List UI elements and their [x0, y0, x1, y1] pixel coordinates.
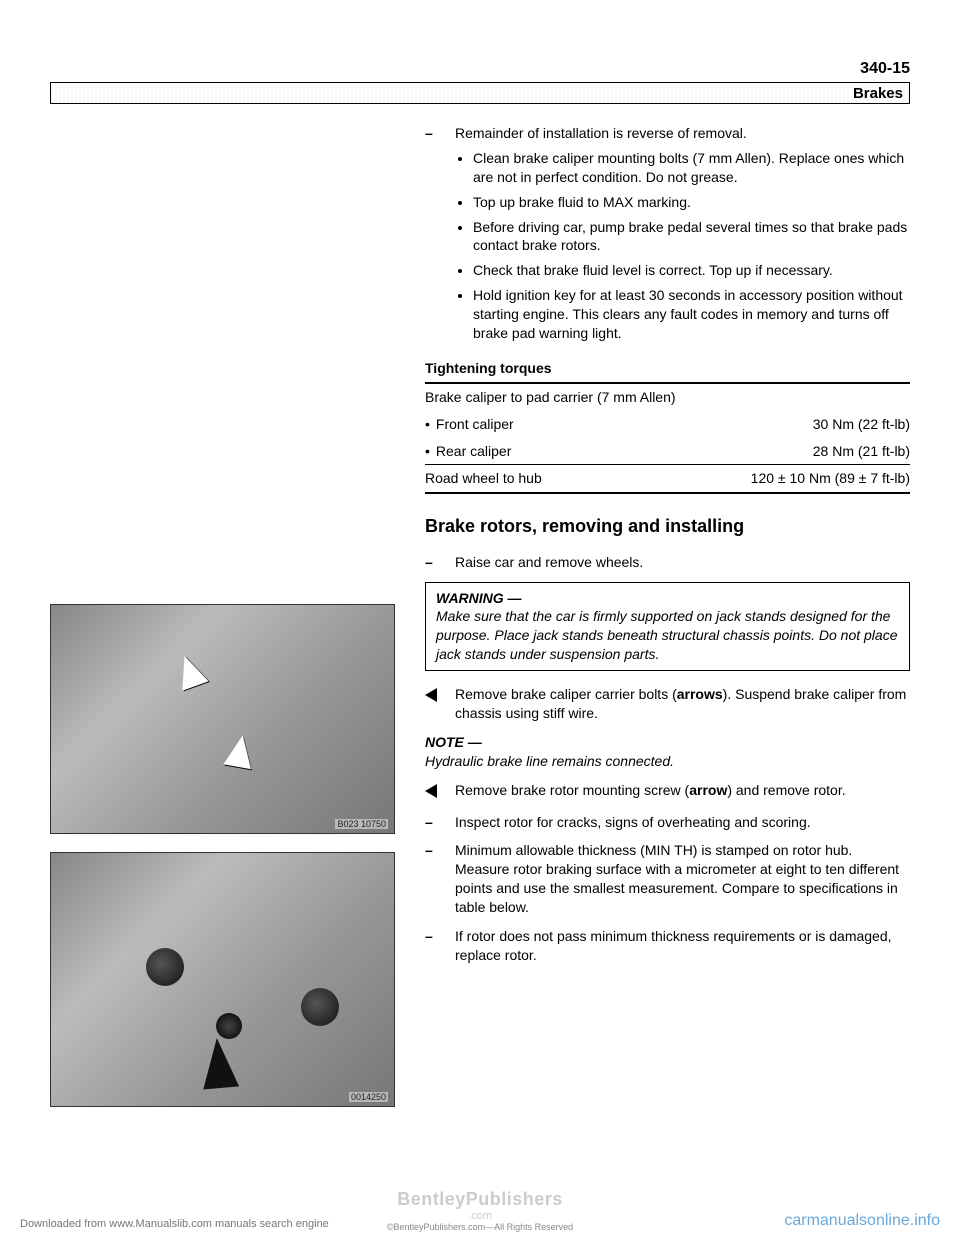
step-inspect: – Inspect rotor for cracks, signs of ove…: [425, 813, 910, 832]
download-source: Downloaded from www.Manualslib.com manua…: [20, 1218, 329, 1230]
note-title: NOTE —: [425, 733, 910, 752]
bullet-item: Before driving car, pump brake pedal sev…: [473, 218, 910, 256]
note-text: Hydraulic brake line remains connected.: [425, 752, 910, 771]
image-column: B023 10750 0014250: [50, 124, 395, 1125]
rotor-screw: [216, 1013, 242, 1039]
step-remainder: – Remainder of installation is reverse o…: [425, 124, 910, 349]
site-watermark: carmanualsonline.info: [784, 1212, 940, 1230]
page-number: 340-15: [50, 60, 910, 78]
torque-row-header: Brake caliper to pad carrier (7 mm Allen…: [425, 384, 910, 411]
header-box: Brakes: [50, 82, 910, 104]
bullet-item: Hold ignition key for at least 30 second…: [473, 286, 910, 343]
step-text: Remove brake caliper carrier bolts (arro…: [455, 685, 910, 723]
bullet-item: Check that brake fluid level is correct.…: [473, 261, 910, 280]
warning-text: Make sure that the car is firmly support…: [436, 608, 897, 662]
step-remove-carrier: Remove brake caliper carrier bolts (arro…: [425, 685, 910, 723]
step-text: Inspect rotor for cracks, signs of overh…: [455, 813, 910, 832]
bullet-marker: •: [425, 417, 430, 431]
torque-value: 28 Nm (21 ft-lb): [813, 442, 910, 461]
header-noise: [51, 83, 909, 103]
note-block: NOTE — Hydraulic brake line remains conn…: [425, 733, 910, 771]
step-raise: – Raise car and remove wheels.: [425, 553, 910, 572]
step-min-thickness: – Minimum allowable thickness (MIN TH) i…: [425, 841, 910, 917]
torque-label: Front caliper: [436, 415, 514, 434]
lug-hole: [301, 988, 339, 1026]
step-text: Remove brake rotor mounting screw (arrow…: [455, 781, 910, 803]
torque-row-front: • Front caliper 30 Nm (22 ft-lb): [425, 411, 910, 438]
figure-id: 0014250: [349, 1092, 388, 1102]
section-heading: Brake rotors, removing and installing: [425, 514, 910, 538]
dash-marker: –: [425, 927, 439, 965]
torque-heading: Tightening torques: [425, 359, 910, 378]
dash-marker: –: [425, 841, 439, 917]
figure-id: B023 10750: [335, 819, 388, 829]
warning-title: WARNING —: [436, 590, 522, 606]
page-footer: BentleyPublishers .com ©BentleyPublisher…: [0, 1189, 960, 1232]
torque-table: Brake caliper to pad carrier (7 mm Allen…: [425, 382, 910, 495]
triangle-marker: [425, 685, 439, 723]
torque-row-wheel: Road wheel to hub 120 ± 10 Nm (89 ± 7 ft…: [425, 464, 910, 492]
main-content: B023 10750 0014250 – Remainder of instal…: [50, 124, 910, 1125]
step-text: Remainder of installation is reverse of …: [455, 124, 910, 143]
arrow-icon: [171, 651, 208, 691]
sub-bullets: Clean brake caliper mounting bolts (7 mm…: [473, 149, 910, 343]
arrow-icon: [199, 1037, 239, 1090]
text-column: – Remainder of installation is reverse o…: [425, 124, 910, 1125]
dash-marker: –: [425, 813, 439, 832]
torque-label: Rear caliper: [436, 442, 511, 461]
figure-rotor-screw: 0014250: [50, 852, 395, 1107]
arrow-icon: [223, 733, 256, 769]
torque-label: Road wheel to hub: [425, 469, 542, 488]
step-text: If rotor does not pass minimum thickness…: [455, 927, 910, 965]
torque-label: Brake caliper to pad carrier (7 mm Allen…: [425, 388, 676, 407]
triangle-marker: [425, 781, 439, 803]
figure-caliper-bolts: B023 10750: [50, 604, 395, 834]
warning-box: WARNING — Make sure that the car is firm…: [425, 582, 910, 672]
torque-value: 120 ± 10 Nm (89 ± 7 ft-lb): [751, 469, 910, 488]
step-replace: – If rotor does not pass minimum thickne…: [425, 927, 910, 965]
bullet-item: Clean brake caliper mounting bolts (7 mm…: [473, 149, 910, 187]
lug-hole: [146, 948, 184, 986]
torque-row-rear: • Rear caliper 28 Nm (21 ft-lb): [425, 438, 910, 465]
bullet-item: Top up brake fluid to MAX marking.: [473, 193, 910, 212]
header-label: Brakes: [853, 85, 903, 102]
dash-marker: –: [425, 553, 439, 572]
bullet-marker: •: [425, 444, 430, 458]
step-remove-rotor: Remove brake rotor mounting screw (arrow…: [425, 781, 910, 803]
step-text: Minimum allowable thickness (MIN TH) is …: [455, 841, 910, 917]
publisher-watermark: BentleyPublishers: [0, 1189, 960, 1210]
dash-marker: –: [425, 124, 439, 349]
torque-value: 30 Nm (22 ft-lb): [813, 415, 910, 434]
step-text: Raise car and remove wheels.: [455, 553, 910, 572]
